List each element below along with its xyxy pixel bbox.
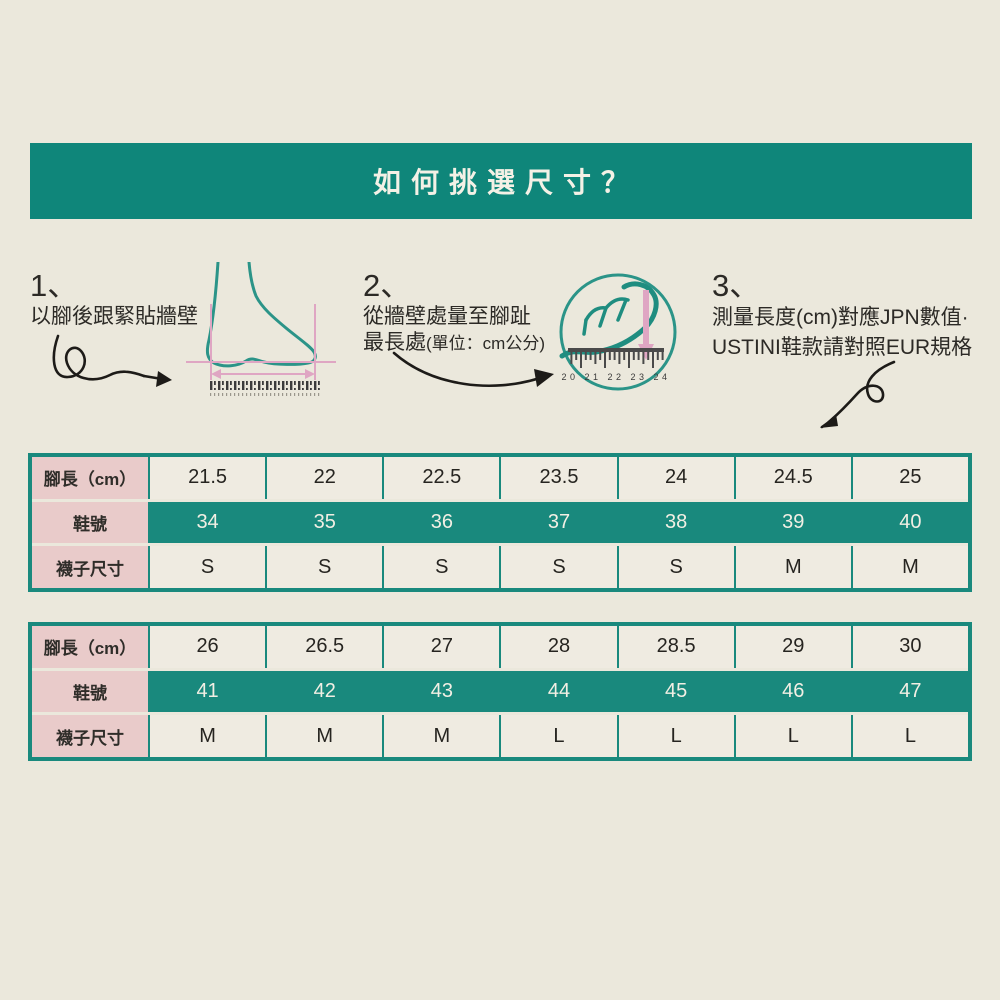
table-row: 腳長（cm） 21.5 22 22.5 23.5 24 24.5 25 [32, 457, 968, 499]
size-value-cell: 36 [430, 511, 453, 533]
table-row: 襪子尺寸 S S S S S M M [32, 546, 968, 589]
size-value-cell: L [735, 715, 851, 758]
size-value-cell: 25 [852, 457, 968, 499]
foot-side-illustration [186, 262, 336, 396]
size-value-cell: 26.5 [267, 626, 383, 668]
size-value-cell: 22 [267, 457, 383, 499]
size-value-cell: 37 [547, 511, 571, 533]
row-label-cell: 襪子尺寸 [32, 715, 148, 758]
row-label-cell: 鞋號 [32, 670, 148, 713]
table-row: 鞋號 34 35 36 37 38 39 40 [32, 501, 968, 544]
size-value-cell: 29 [735, 626, 851, 668]
table-row: 襪子尺寸 M M M L L L L [32, 715, 968, 758]
step-2-number: 2、 [363, 268, 412, 303]
row-label-cell: 腳長（cm） [32, 626, 148, 668]
size-value-cell: 22.5 [384, 457, 500, 499]
size-value-cell: S [267, 546, 383, 589]
size-value-cell: 27 [384, 626, 500, 668]
ruler-numbers: 20 21 22 23 24 [561, 372, 670, 382]
size-value-cell: 42 [313, 680, 336, 702]
size-value-cell: 24.5 [735, 457, 851, 499]
size-table-large: 腳長（cm） 26 26.5 27 28 28.5 29 30 鞋號 41 42 43 44 45 46 47… [28, 622, 972, 761]
table-row: 腳長（cm） 26 26.5 27 28 28.5 29 30 [32, 626, 968, 668]
size-value-cell: 45 [665, 680, 688, 702]
size-value-cell: 41 [196, 680, 219, 702]
size-value-cell: M [384, 715, 500, 758]
size-value-cell: 26 [150, 626, 266, 668]
size-value-cell: 24 [618, 457, 734, 499]
size-value-cell: 38 [665, 511, 688, 533]
size-value-cell: 47 [899, 680, 922, 702]
size-value-cell: 28.5 [618, 626, 734, 668]
curved-arrow-icon [392, 351, 554, 387]
curly-arrow-icon [820, 360, 896, 429]
size-value-cell: 39 [782, 511, 805, 533]
size-value-cell: 30 [852, 626, 968, 668]
step-3-number: 3、 [712, 268, 761, 303]
size-value-cell: S [150, 546, 266, 589]
step-1-number: 1、 [30, 268, 79, 303]
table-row: 鞋號 41 42 43 44 45 46 47 [32, 670, 968, 713]
size-value-cell: 43 [430, 680, 453, 702]
size-value-cell: S [501, 546, 617, 589]
toe-measure-circle-illustration: 20 21 22 23 24 [559, 273, 677, 391]
size-value-cell: 44 [547, 680, 571, 702]
size-value-cell: M [150, 715, 266, 758]
step-3-text-line1: 測量長度(cm)對應JPN數值· [712, 306, 969, 329]
squiggle-arrow-icon [52, 334, 172, 387]
step-2-text-line2: 最長處(單位：cm公分) [363, 330, 545, 356]
step-2-text-line1: 從牆壁處量至腳趾 [363, 305, 531, 328]
size-value-cell: L [501, 715, 617, 758]
size-value-cell: L [618, 715, 734, 758]
page-title: 如何挑選尺寸？ [372, 167, 639, 198]
step-1-text: 以腳後跟緊貼牆壁 [30, 305, 198, 328]
step-2-text-line2-unit: (單位：cm公分) [426, 334, 545, 353]
step-2-text-line2-main: 最長處 [363, 331, 426, 354]
header-banner: 如何挑選尺寸？ [30, 143, 972, 219]
row-label-cell: 鞋號 [32, 501, 148, 544]
step-3-text-line2: USTINI鞋款請對照EUR規格 [712, 336, 973, 359]
size-value-cell: 40 [899, 511, 922, 533]
size-value-cell: 34 [196, 511, 219, 533]
size-value-cell: 35 [313, 511, 336, 533]
size-value-cell: 28 [501, 626, 617, 668]
size-value-cell: M [267, 715, 383, 758]
row-label-cell: 襪子尺寸 [32, 546, 148, 589]
size-value-cell: M [735, 546, 851, 589]
size-value-cell: L [852, 715, 968, 758]
row-label-cell: 腳長（cm） [32, 457, 148, 499]
size-table-small: 腳長（cm） 21.5 22 22.5 23.5 24 24.5 25 鞋號 34 35 36 37 38… [28, 453, 972, 592]
size-value-cell: 46 [782, 680, 805, 702]
size-value-cell: 23.5 [501, 457, 617, 499]
size-value-cell: S [384, 546, 500, 589]
size-value-cell: 21.5 [150, 457, 266, 499]
size-value-cell: M [852, 546, 968, 589]
size-value-cell: S [618, 546, 734, 589]
